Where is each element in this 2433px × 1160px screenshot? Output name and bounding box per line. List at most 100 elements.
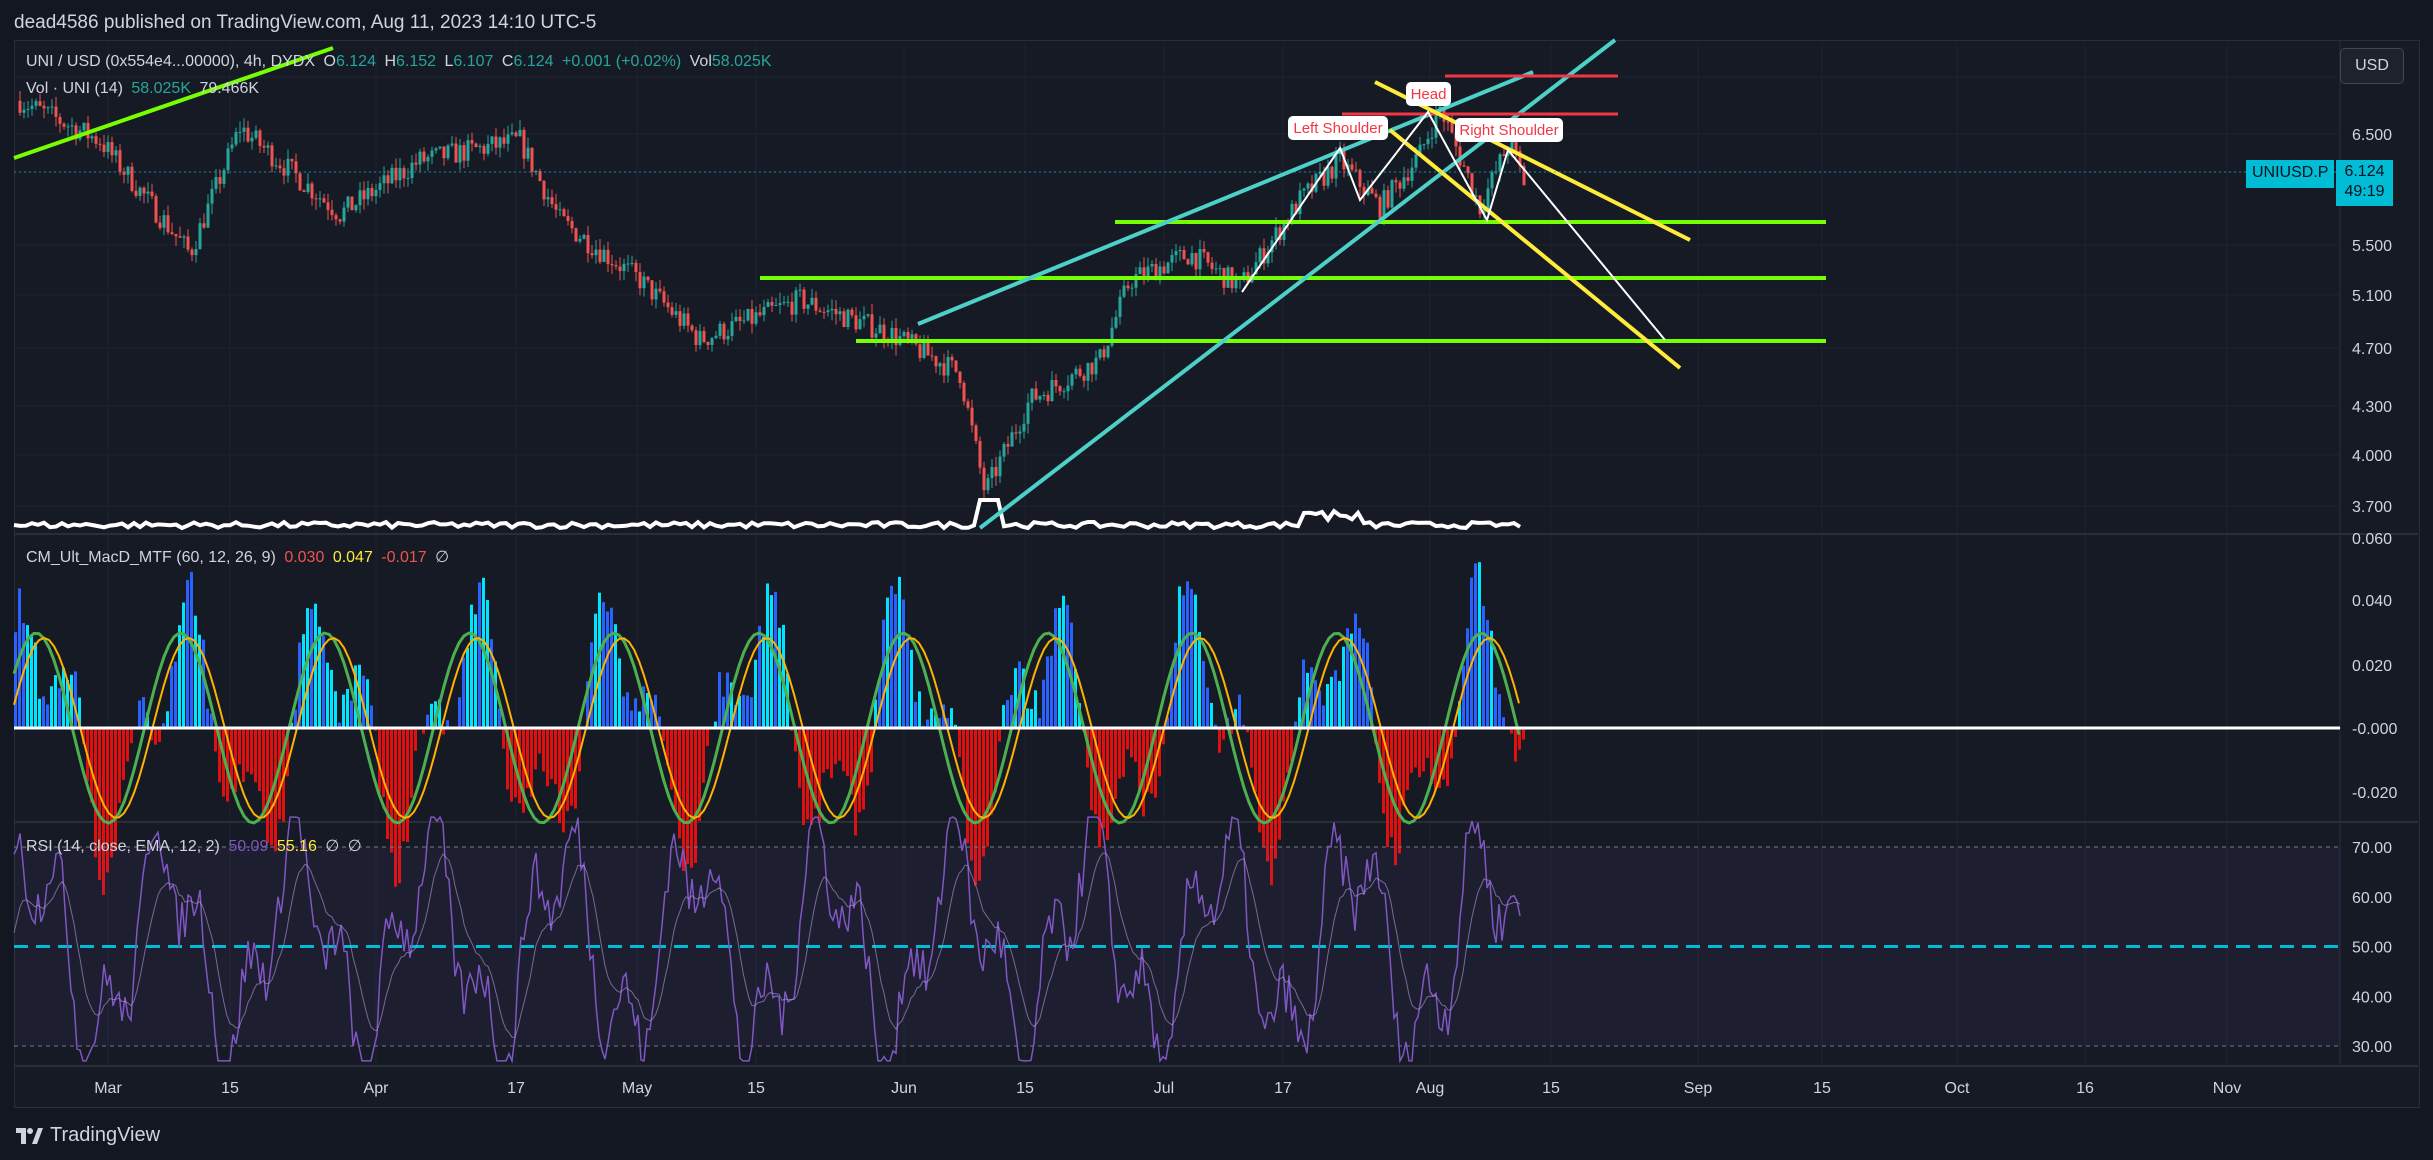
macd-histogram-bar <box>1010 695 1013 728</box>
candle-body <box>154 196 158 223</box>
macd-histogram-bar <box>470 604 473 728</box>
candle-body <box>166 215 170 233</box>
candle-body <box>1262 248 1266 264</box>
macd-histogram-bar <box>1402 728 1405 806</box>
macd-histogram-bar <box>1162 728 1165 745</box>
candle-body <box>610 264 614 266</box>
macd-histogram-bar <box>186 579 189 728</box>
macd-histogram-bar <box>1262 728 1265 847</box>
price-tick-label: 4.300 <box>2352 399 2392 416</box>
candle-body <box>1514 137 1518 151</box>
head-label-bg <box>1406 82 1451 106</box>
candle-body <box>1126 285 1130 289</box>
trend-drawings: Left Shoulder Head Right Shoulder <box>13 38 2340 530</box>
macd-histogram-bar <box>1050 655 1053 728</box>
macd-histogram-bar <box>510 728 513 802</box>
candle-body <box>586 234 590 254</box>
chart-frame[interactable] <box>14 40 2420 1108</box>
macd-tick-label: -0.000 <box>2352 721 2397 738</box>
candle-body <box>686 313 690 326</box>
candle-body <box>254 130 258 138</box>
macd-histogram-bar <box>402 728 405 842</box>
macd-histogram-bar <box>1462 665 1465 728</box>
candle-body <box>582 234 586 239</box>
symbol-label[interactable]: UNI / USD (0x554e4...00000), 4h, DYDX <box>26 53 316 70</box>
macd-histogram-bar <box>410 728 413 798</box>
macd-histogram-bar <box>1222 728 1225 740</box>
candle-body <box>1406 177 1410 181</box>
macd-histogram-bar <box>694 728 697 863</box>
macd-histogram-bar <box>1334 670 1337 728</box>
candle-body <box>122 171 126 175</box>
macd-histogram-bar <box>1194 594 1197 728</box>
macd-histogram-bar <box>1286 728 1289 773</box>
tradingview-logo[interactable]: TradingView <box>14 1124 160 1147</box>
macd-histogram-bar <box>1062 595 1065 728</box>
macd-histogram-bar <box>490 639 493 728</box>
candle-body <box>350 196 354 211</box>
main-legend[interactable]: UNI / USD (0x554e4...00000), 4h, DYDX O6… <box>26 53 771 71</box>
candle-body <box>482 145 486 154</box>
candle-body <box>102 144 106 153</box>
macd-histogram-bar <box>1298 697 1301 728</box>
candle-body <box>98 143 102 145</box>
candle-body <box>202 223 206 228</box>
time-tick-label: 16 <box>2076 1080 2094 1097</box>
open-value: 6.124 <box>335 53 376 70</box>
macd-histogram-bar <box>390 728 393 853</box>
macd-histogram-bar <box>986 728 989 847</box>
candle-body <box>1522 165 1526 186</box>
macd-histogram-bar <box>1030 708 1033 728</box>
candle-body <box>654 288 658 300</box>
candle-body <box>1266 252 1270 264</box>
macd-histogram-bar <box>842 728 845 772</box>
macd-histogram-bar <box>954 724 957 728</box>
candle-body <box>22 109 26 113</box>
macd-histogram-bar <box>1102 728 1105 829</box>
candle-body <box>46 107 50 109</box>
candle-body <box>466 140 470 161</box>
candle-body <box>1382 190 1386 219</box>
macd-histogram-bar <box>1006 700 1009 728</box>
candle-body <box>570 220 574 229</box>
macd-legend[interactable]: CM_Ult_MacD_MTF (60, 12, 26, 9) 0.030 0.… <box>26 547 449 567</box>
candle-body <box>1002 444 1006 457</box>
candle-body <box>630 262 634 264</box>
macd-histogram-bar <box>1518 728 1521 750</box>
candle-body <box>954 360 958 372</box>
rsi-tick-label: 70.00 <box>2352 840 2392 857</box>
macd-histogram-bar <box>802 728 805 826</box>
macd-histogram-bar <box>878 679 881 728</box>
candle-body <box>822 311 826 313</box>
candle-body <box>606 249 610 265</box>
macd-histogram-bar <box>378 728 381 794</box>
candle-body <box>934 356 938 367</box>
macd-histogram-bar <box>498 708 501 728</box>
trendline-yellow <box>1374 80 1691 242</box>
macd-histogram-bar <box>690 728 693 868</box>
candle-body <box>18 100 22 113</box>
macd-histogram-bar <box>870 728 873 773</box>
macd-histogram-bar <box>394 728 397 887</box>
currency-button[interactable]: USD <box>2340 48 2404 84</box>
candle-body <box>646 276 650 281</box>
macd-value-3: -0.017 <box>381 549 427 566</box>
macd-histogram-bar <box>1522 728 1525 740</box>
candle-body <box>746 308 750 321</box>
macd-histogram-bar <box>1490 630 1493 728</box>
macd-histogram-bar <box>1042 679 1045 728</box>
open-label: O <box>323 53 336 70</box>
macd-histogram-bar <box>982 728 985 857</box>
rsi-legend[interactable]: RSI (14, close, EMA, 12, 2) 50.09 55.16 … <box>26 836 362 856</box>
macd-histogram-bar <box>58 688 61 728</box>
macd-histogram-bar <box>1434 728 1437 790</box>
candle-body <box>438 146 442 149</box>
candle-body <box>814 297 818 311</box>
candle-body <box>1258 248 1262 263</box>
price-tag-countdown: 49:19 <box>2344 183 2385 200</box>
candle-body <box>1074 368 1078 375</box>
macd-histogram-bar <box>670 728 673 790</box>
candle-body <box>170 232 174 235</box>
volume-legend[interactable]: Vol · UNI (14) 58.025K 79.466K <box>26 80 259 98</box>
